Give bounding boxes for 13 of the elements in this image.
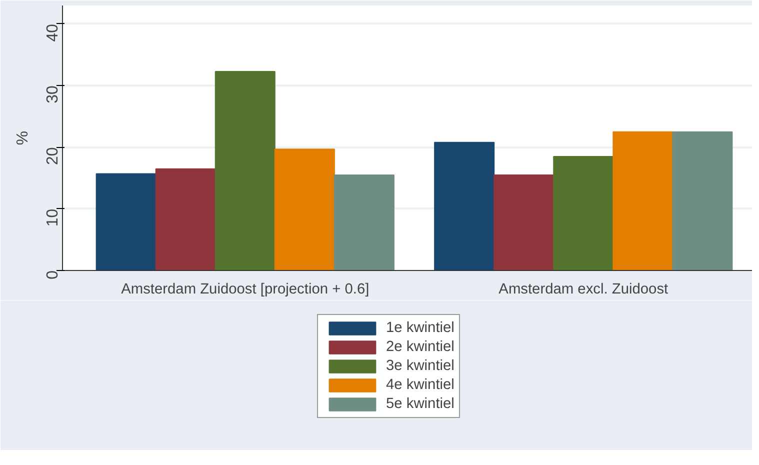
y-tick-label: 0 [44, 270, 62, 280]
y-tick-label: 40 [44, 24, 62, 42]
legend-label: 4e kwintiel [386, 377, 454, 393]
legend-label: 3e kwintiel [386, 358, 454, 374]
legend-label: 2e kwintiel [386, 339, 454, 355]
y-tick-label: 20 [44, 147, 62, 166]
legend-label: 1e kwintiel [386, 320, 454, 336]
x-tick-label: Amsterdam excl. Zuidoost [498, 282, 668, 298]
y-tick-label: 10 [44, 208, 62, 227]
y-axis-title: % [14, 130, 32, 146]
legend-label: 5e kwintiel [386, 396, 454, 412]
y-tick-label: 30 [44, 86, 62, 104]
x-tick-label: Amsterdam Zuidoost [projection + 0.6] [121, 282, 370, 298]
